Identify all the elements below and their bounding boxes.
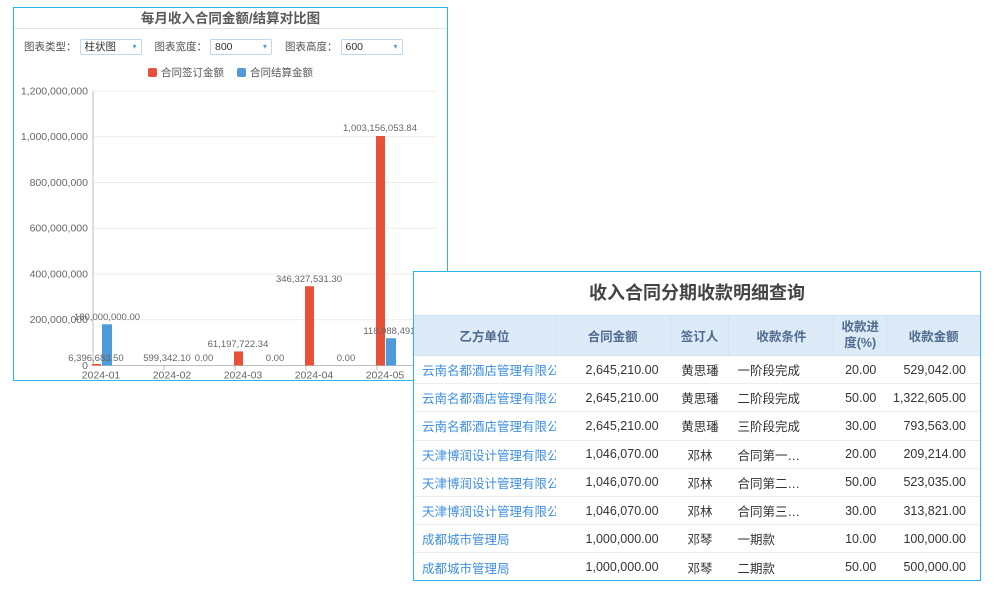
- svg-text:400,000,000: 400,000,000: [30, 268, 89, 280]
- svg-text:2024-05: 2024-05: [366, 370, 405, 380]
- svg-text:1,003,156,053.84: 1,003,156,053.84: [343, 123, 417, 134]
- svg-text:2024-02: 2024-02: [153, 370, 192, 380]
- svg-text:0.00: 0.00: [337, 353, 356, 364]
- svg-text:0.00: 0.00: [266, 353, 285, 364]
- svg-text:1,200,000,000: 1,200,000,000: [21, 86, 88, 98]
- svg-text:0.00: 0.00: [195, 353, 214, 364]
- svg-text:180,000,000.00: 180,000,000.00: [74, 312, 140, 323]
- svg-text:800,000,000: 800,000,000: [30, 177, 89, 189]
- svg-text:2024-03: 2024-03: [224, 370, 263, 380]
- svg-text:2024-01: 2024-01: [82, 370, 121, 380]
- svg-text:346,327,531.30: 346,327,531.30: [276, 274, 342, 285]
- svg-text:6,396,683.50: 6,396,683.50: [68, 353, 123, 364]
- svg-text:2024-04: 2024-04: [295, 370, 334, 380]
- svg-text:599,342.10: 599,342.10: [143, 353, 191, 364]
- svg-text:1,000,000,000: 1,000,000,000: [21, 131, 88, 143]
- svg-text:600,000,000: 600,000,000: [30, 223, 89, 235]
- svg-text:61,197,722.34: 61,197,722.34: [208, 339, 269, 350]
